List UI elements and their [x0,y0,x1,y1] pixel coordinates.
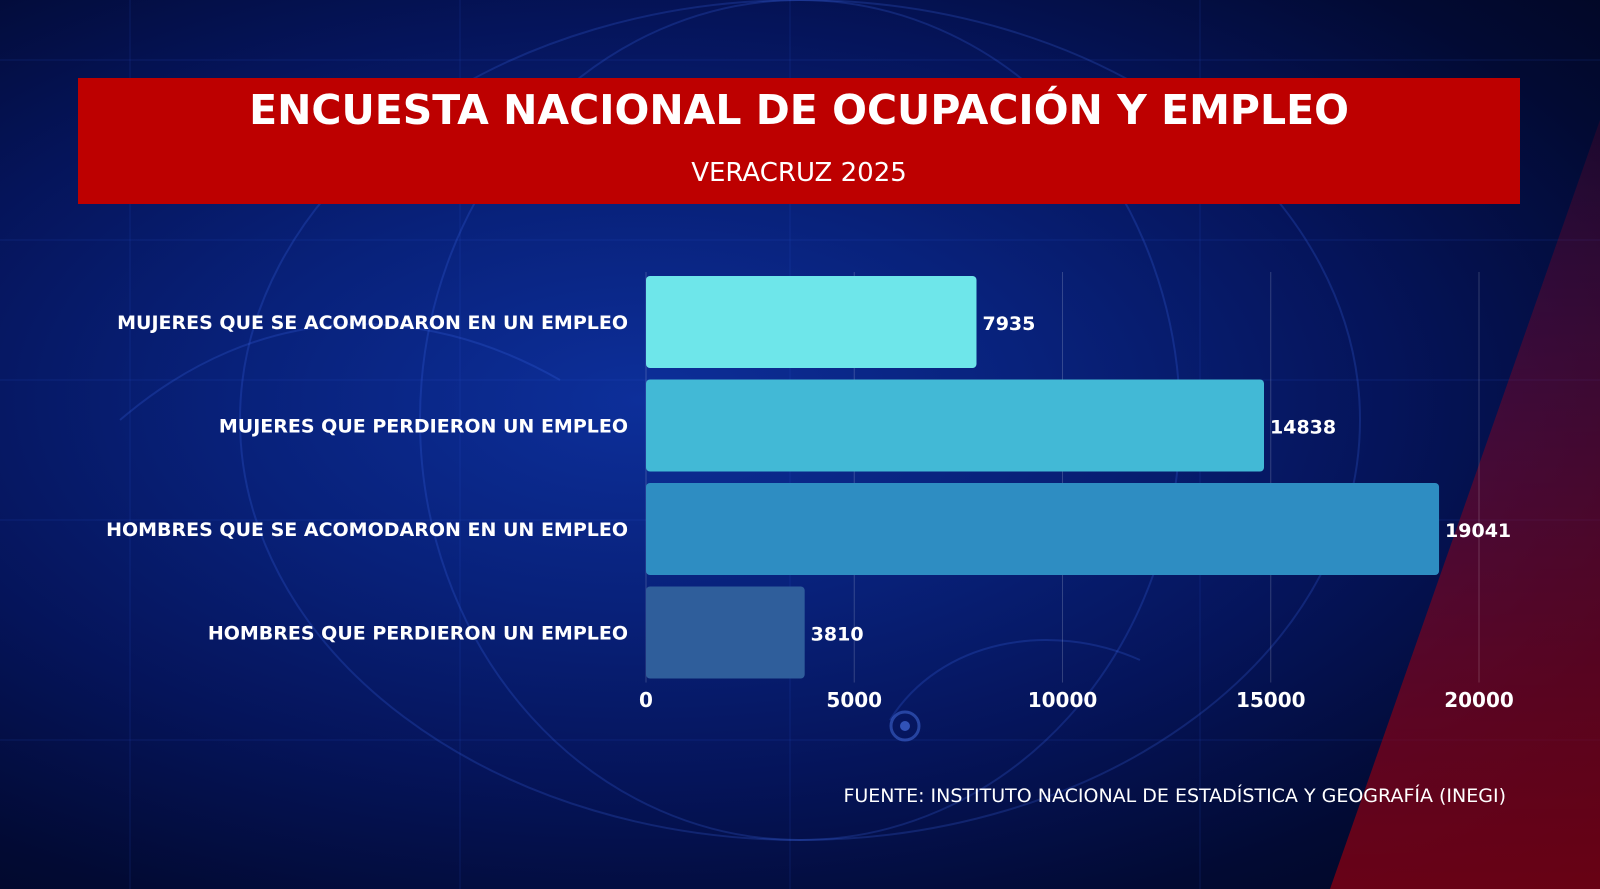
x-tick-label-0: 0 [639,688,653,712]
x-tick-label-2: 10000 [1028,688,1098,712]
category-label-2: HOMBRES QUE SE ACOMODARON EN UN EMPLEO [106,519,628,541]
data-label-2: 19041 [1445,520,1511,542]
data-label-0: 7935 [982,313,1035,335]
bar-3 [646,586,805,679]
source-note: FUENTE: INSTITUTO NACIONAL DE ESTADÍSTIC… [843,785,1506,807]
data-label-3: 3810 [811,624,864,646]
title-banner: ENCUESTA NACIONAL DE OCUPACIÓN Y EMPLEO … [78,78,1520,204]
bar-0 [646,276,977,368]
bar-1 [646,379,1265,472]
x-tick-label-4: 20000 [1444,688,1514,712]
x-tick-label-3: 15000 [1236,688,1306,712]
bar-2 [646,483,1440,575]
page-subtitle: VERACRUZ 2025 [691,158,907,188]
page-title: ENCUESTA NACIONAL DE OCUPACIÓN Y EMPLEO [249,86,1349,134]
category-label-1: MUJERES QUE PERDIERON UN EMPLEO [219,416,628,438]
x-tick-label-1: 5000 [826,688,882,712]
category-label-3: HOMBRES QUE PERDIERON UN EMPLEO [208,623,628,645]
category-label-0: MUJERES QUE SE ACOMODARON EN UN EMPLEO [117,312,628,334]
data-label-1: 14838 [1270,417,1336,439]
